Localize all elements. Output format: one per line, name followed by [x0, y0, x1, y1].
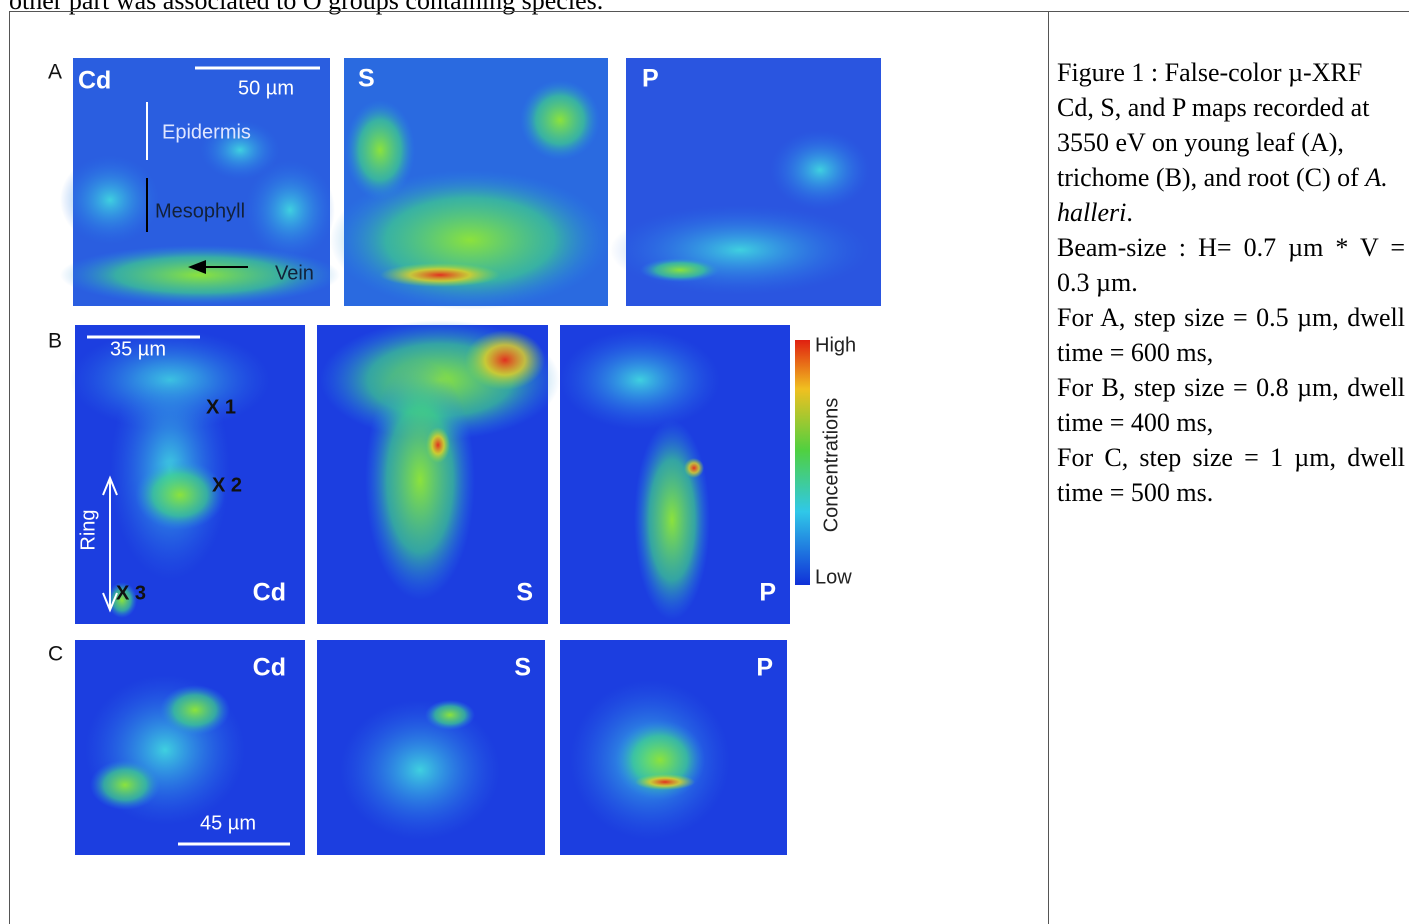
- caption-detail: For C, step size = 1 µm, dwell time = 50…: [1057, 440, 1405, 510]
- table-border: [1048, 11, 1049, 924]
- figure: A Cd 50 µm Epidermis Mesophyll Vein S P …: [0, 0, 1048, 924]
- colorbar-high: High: [815, 334, 856, 356]
- annotation: X 2: [212, 474, 242, 496]
- scale-label: 50 µm: [238, 77, 294, 99]
- panel-label: P: [759, 579, 776, 607]
- panel-label: Cd: [78, 67, 111, 95]
- panel-label: S: [516, 579, 533, 607]
- scale-label: 35 µm: [110, 338, 166, 360]
- annotation: Vein: [275, 262, 314, 284]
- caption-detail: Beam-size : H= 0.7 µm * V = 0.3 µm.: [1057, 230, 1405, 300]
- caption-detail: For A, step size = 0.5 µm, dwell time = …: [1057, 300, 1405, 370]
- map-image: [610, 58, 881, 306]
- colorbar: [795, 340, 810, 585]
- panel-label: S: [514, 654, 531, 682]
- annotation: Ring: [77, 509, 99, 550]
- annotation: Mesophyll: [155, 200, 245, 222]
- map-image: [560, 325, 790, 624]
- caption: Figure 1 : False-color µ-XRF Cd, S, and …: [1057, 55, 1405, 510]
- panel-label: P: [642, 65, 659, 93]
- panel-label: S: [358, 65, 375, 93]
- row-label: A: [48, 61, 62, 84]
- annotation: Epidermis: [162, 121, 251, 143]
- map-image: [317, 640, 545, 855]
- panel-label: Cd: [253, 654, 286, 682]
- caption-main: Figure 1 : False-color µ-XRF Cd, S, and …: [1057, 55, 1405, 230]
- page: {"intro_text": "other part was associate…: [0, 0, 1409, 924]
- row-label: C: [48, 643, 63, 666]
- scale-label: 45 µm: [200, 812, 256, 834]
- colorbar-low: Low: [815, 566, 852, 588]
- annotation: X 3: [116, 582, 146, 604]
- caption-text: .: [1126, 198, 1133, 227]
- panel-label: Cd: [253, 579, 286, 607]
- colorbar-title: Concentrations: [820, 398, 842, 533]
- row-label: B: [48, 330, 62, 353]
- map-image: [560, 640, 787, 855]
- panel-label: P: [756, 654, 773, 682]
- map-image: [330, 58, 610, 310]
- caption-detail: For B, step size = 0.8 µm, dwell time = …: [1057, 370, 1405, 440]
- annotation: X 1: [206, 396, 236, 418]
- caption-text: Figure 1 : False-color µ-XRF Cd, S, and …: [1057, 58, 1369, 192]
